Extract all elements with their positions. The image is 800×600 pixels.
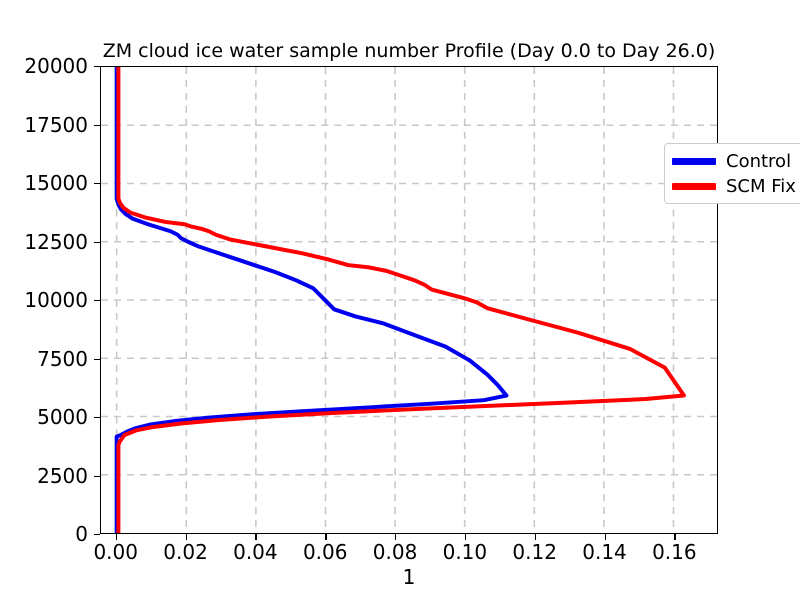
legend-label-scm-fix: SCM Fix [726, 176, 796, 197]
x-tick-mark [255, 534, 257, 540]
y-tick-mark [94, 183, 100, 185]
y-tick-mark [94, 417, 100, 419]
x-tick-mark [674, 534, 676, 540]
y-tick-mark [94, 66, 100, 68]
y-tick-label: 12500 [24, 229, 88, 254]
legend-swatch-control [672, 158, 716, 165]
x-tick-label: 0.16 [652, 540, 697, 564]
y-tick-label: 7500 [37, 346, 88, 371]
y-tick-label: 0 [75, 522, 88, 546]
chart-legend[interactable]: Control SCM Fix [664, 143, 800, 204]
x-tick-mark [185, 534, 187, 540]
x-tick-label: 0.06 [302, 540, 348, 564]
y-tick-label: 10000 [24, 288, 88, 312]
x-tick-label: 0.08 [372, 540, 418, 564]
x-tick-label: 0.14 [582, 540, 627, 564]
series-line-control [114, 67, 509, 533]
x-tick-mark [325, 534, 327, 540]
x-tick-mark [604, 534, 606, 540]
y-tick-mark [94, 241, 100, 243]
data-series-layer [114, 67, 686, 533]
y-tick-mark [94, 475, 100, 477]
legend-swatch-scm-fix [672, 183, 716, 190]
y-tick-label: 17500 [24, 112, 88, 137]
y-tick-mark [94, 300, 100, 302]
x-tick-label: 0.04 [233, 540, 278, 564]
y-tick-label: 20000 [24, 54, 88, 78]
x-tick-mark [395, 534, 397, 540]
x-tick-mark [534, 534, 536, 540]
x-tick-label: 0.02 [163, 540, 208, 564]
y-tick-label: 15000 [24, 171, 88, 195]
y-tick-mark [94, 534, 100, 536]
x-axis-label: 1 [402, 565, 416, 589]
x-tick-mark [115, 534, 117, 540]
chart-title: ZM cloud ice water sample number Profile… [102, 40, 716, 62]
y-tick-mark [94, 358, 100, 360]
y-tick-label: 2500 [37, 463, 88, 488]
series-line-scm-fix [116, 67, 686, 533]
y-tick-mark [94, 124, 100, 126]
y-tick-label: 5000 [37, 405, 88, 429]
x-tick-label: 0.12 [512, 540, 557, 564]
legend-item-control[interactable]: Control [672, 149, 800, 174]
legend-item-scm-fix[interactable]: SCM Fix [672, 174, 800, 199]
x-tick-label: 0.10 [442, 540, 488, 564]
legend-label-control: Control [726, 151, 792, 172]
plot-axes: Control SCM Fix [100, 66, 800, 534]
x-tick-mark [464, 534, 467, 540]
x-tick-label: 0.00 [93, 540, 138, 564]
